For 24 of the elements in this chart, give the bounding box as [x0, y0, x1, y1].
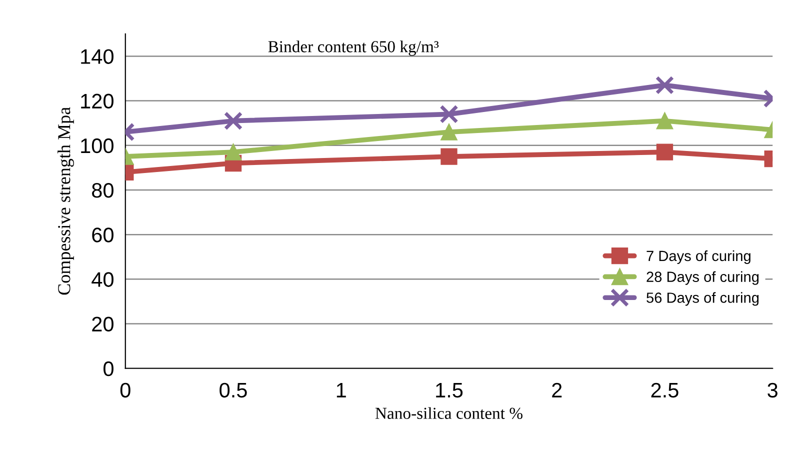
x-axis-title: Nano-silica content %: [375, 407, 522, 420]
legend-label: 7 Days of curing: [646, 250, 750, 264]
x-tick-label: 0: [120, 382, 130, 398]
y-tick-label: 80: [92, 182, 114, 198]
y-tick-label: 60: [92, 228, 114, 242]
y-axis-title: Compessive strength Mpa: [58, 107, 74, 295]
x-tick-label: 2.5: [651, 382, 678, 398]
legend-label: 56 Days of curing: [646, 292, 759, 306]
point: [440, 124, 458, 140]
x-tick-label: 1.5: [436, 383, 463, 398]
x-tick-label: 0.5: [220, 382, 247, 398]
y-tick-label: 140: [81, 49, 114, 64]
x-tick-label: 2: [552, 382, 562, 398]
y-tick-label: 100: [81, 138, 114, 154]
y-tick-label: 120: [81, 94, 114, 109]
x-tick-label: 1: [336, 383, 346, 398]
legend-label: 28 Days of curing: [646, 271, 759, 285]
y-tick-label: 20: [92, 316, 114, 332]
y-tick-label: 40: [92, 272, 114, 287]
y-tick-label: 0: [104, 361, 114, 376]
annotation: Binder content 650 kg/m³: [268, 40, 439, 56]
point: [440, 148, 458, 165]
x-tick-label: 3: [768, 382, 778, 398]
point: [440, 104, 458, 124]
